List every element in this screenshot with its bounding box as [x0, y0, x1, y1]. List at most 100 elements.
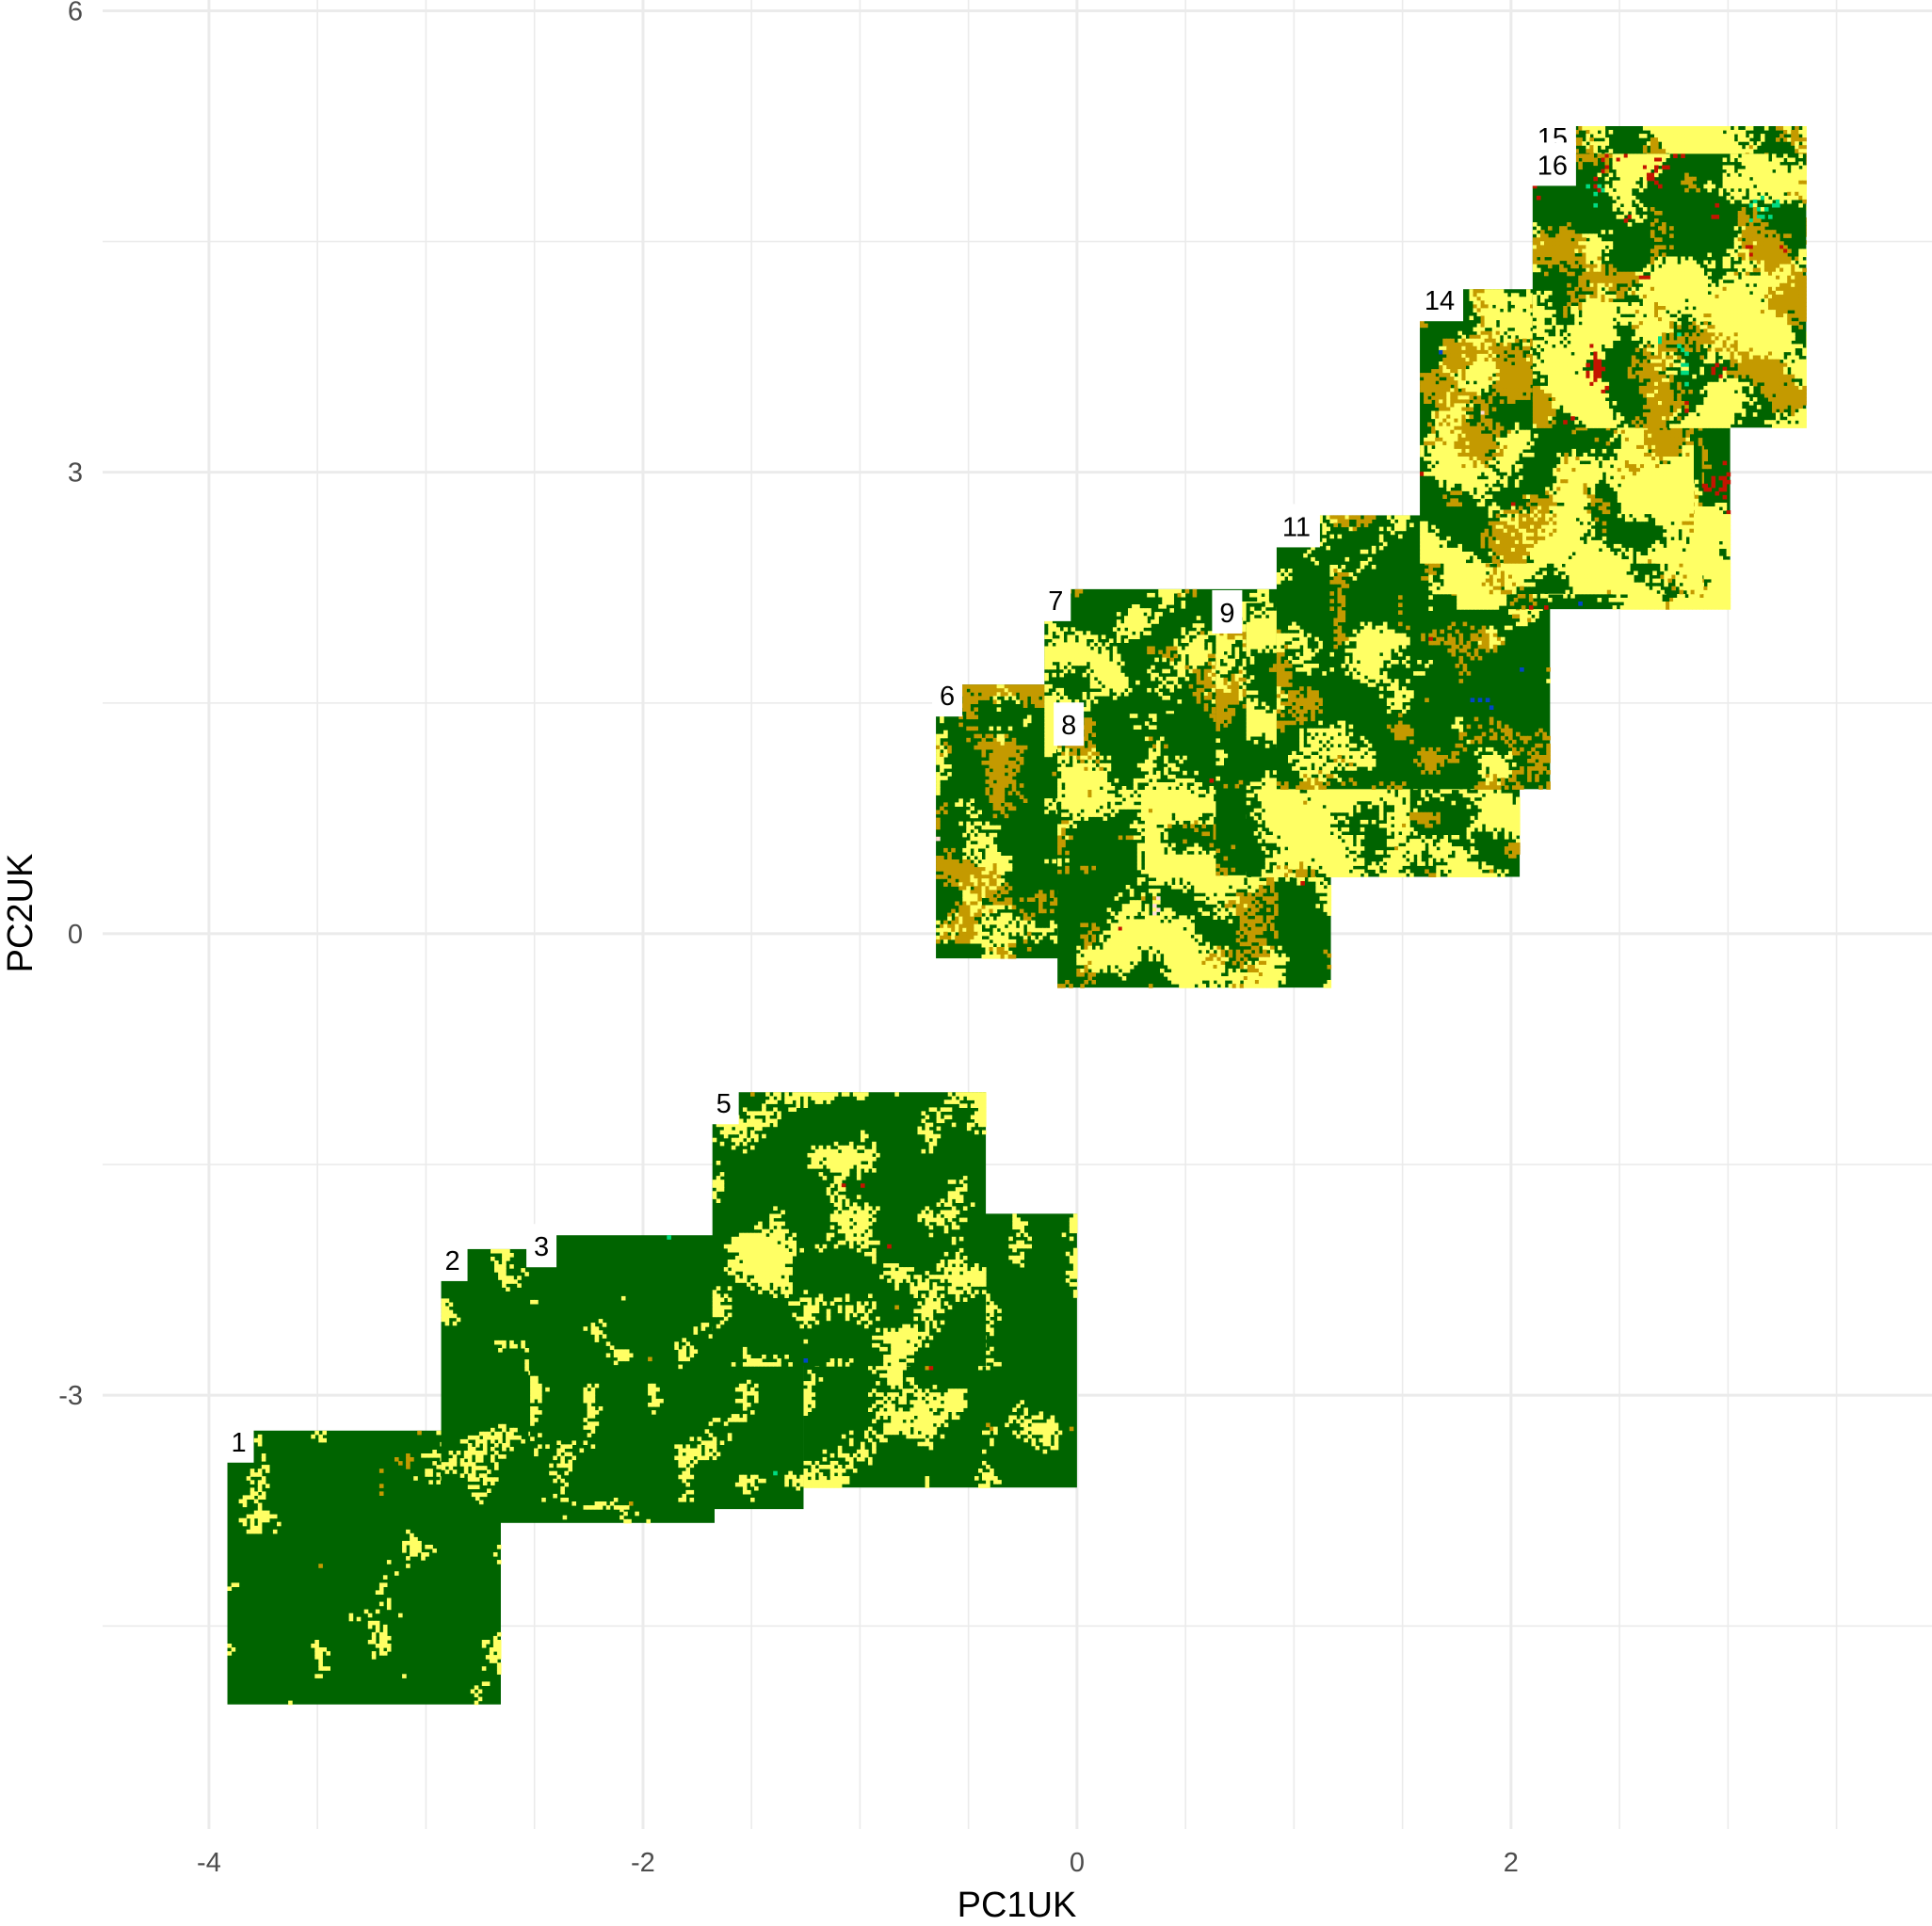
land-cover-cell	[926, 1278, 930, 1283]
land-cover-cell	[750, 1358, 755, 1363]
land-cover-cell	[773, 1229, 778, 1234]
land-cover-cell	[483, 1447, 488, 1452]
land-cover-cell	[838, 1472, 843, 1477]
land-cover-cell	[758, 1111, 763, 1115]
land-cover-cell	[830, 1301, 835, 1306]
land-cover-cell	[922, 1435, 926, 1439]
land-cover-cell	[986, 1476, 990, 1481]
land-cover-cell	[690, 1475, 695, 1480]
land-cover-cell	[564, 1464, 569, 1469]
land-cover-cell	[560, 1464, 565, 1469]
land-cover-cell	[777, 1092, 781, 1097]
land-cover-cell	[472, 1493, 476, 1498]
land-cover-cell	[978, 1119, 983, 1124]
land-cover-cell	[491, 1454, 495, 1459]
land-cover-cell	[483, 1443, 488, 1448]
land-cover-cell	[754, 1123, 759, 1128]
land-cover-cell	[963, 1218, 968, 1223]
land-cover-cell	[941, 1119, 945, 1124]
land-cover-cell	[497, 1644, 502, 1648]
land-cover-cell	[971, 1123, 975, 1128]
land-cover-cell	[781, 1229, 785, 1234]
land-cover-cell	[834, 1153, 839, 1158]
land-cover-cell	[926, 1396, 930, 1401]
land-cover-cell	[898, 1423, 903, 1428]
land-cover-cell	[475, 1485, 480, 1489]
land-cover-cell	[956, 1092, 960, 1097]
land-cover-cell	[1035, 692, 1039, 697]
land-cover-cell	[491, 1481, 495, 1485]
land-cover-cell	[887, 1377, 892, 1382]
land-cover-cell	[720, 1172, 725, 1177]
land-cover-cell	[845, 1157, 850, 1162]
land-cover-cell	[952, 1191, 957, 1196]
land-cover-cell	[606, 1354, 611, 1358]
land-cover-cell	[769, 1248, 774, 1253]
land-cover-cell	[898, 1328, 903, 1333]
land-cover-cell	[322, 1438, 327, 1443]
land-cover-cell	[705, 1453, 710, 1457]
land-cover-cell	[910, 1358, 914, 1363]
land-cover-cell	[819, 1149, 824, 1154]
land-cover-cell	[468, 1477, 473, 1482]
land-cover-cell	[769, 1263, 774, 1268]
land-cover-cell	[568, 1444, 572, 1449]
land-cover-cell	[838, 1465, 843, 1469]
land-cover-cell	[762, 1233, 766, 1238]
land-cover-cell	[788, 1286, 793, 1291]
land-cover-cell	[1016, 1217, 1021, 1222]
land-cover-cell	[781, 1248, 785, 1253]
land-cover-cell	[457, 1451, 461, 1455]
land-cover-cell	[1035, 696, 1039, 700]
land-cover-cell	[1047, 1431, 1052, 1436]
land-cover-cell	[784, 1241, 789, 1245]
land-cover-cell	[879, 1373, 884, 1378]
land-cover-cell	[792, 1233, 797, 1238]
land-cover-cell	[978, 1275, 983, 1279]
land-cover-cell	[922, 1404, 926, 1408]
land-cover-cell	[990, 1305, 994, 1309]
land-cover-cell	[735, 1131, 740, 1135]
land-cover-cell	[883, 1263, 888, 1268]
land-cover-cell	[808, 1385, 813, 1389]
land-cover-cell	[247, 1476, 251, 1481]
land-cover-cell	[815, 1301, 820, 1306]
land-cover-cell	[986, 1472, 990, 1477]
land-cover-cell	[842, 1229, 846, 1234]
land-cover-cell	[891, 1275, 895, 1279]
land-cover-cell	[410, 1541, 414, 1546]
land-cover-cell	[502, 1447, 507, 1452]
land-cover-cell	[978, 1096, 983, 1100]
land-cover-cell	[842, 1226, 846, 1230]
land-cover-cell	[1043, 1427, 1048, 1432]
land-cover-cell	[754, 1233, 759, 1238]
land-cover-cell	[497, 1670, 502, 1675]
land-cover-cell	[956, 1293, 960, 1298]
land-cover-cell	[974, 692, 978, 697]
land-cover-cell	[773, 1092, 778, 1097]
land-cover-cell	[887, 1423, 892, 1428]
land-cover-cell	[830, 1469, 835, 1473]
land-cover-cell	[849, 1214, 854, 1219]
land-cover-cell	[1073, 1213, 1078, 1218]
land-cover-cell	[1070, 1271, 1074, 1276]
land-cover-cell	[595, 1384, 600, 1388]
land-cover-cell	[941, 1293, 945, 1298]
land-cover-cell	[595, 1338, 600, 1342]
land-cover-cell	[845, 1198, 850, 1203]
land-cover-cell	[963, 1263, 968, 1268]
land-cover-cell	[705, 1323, 710, 1327]
land-cover-cell	[845, 1161, 850, 1165]
land-cover-cell	[595, 1334, 600, 1339]
land-cover-cell	[830, 1183, 835, 1188]
land-cover-cell	[716, 1453, 721, 1457]
land-cover-cell	[853, 1153, 858, 1158]
land-cover-cell	[906, 1427, 910, 1432]
land-cover-cell	[472, 1473, 476, 1478]
land-cover-cell	[902, 1362, 907, 1367]
land-cover-cell	[682, 1354, 686, 1358]
land-cover-cell	[618, 1505, 622, 1510]
land-cover-cell	[762, 1282, 766, 1287]
land-cover-cell	[799, 1092, 804, 1097]
land-cover-cell	[993, 1362, 998, 1367]
